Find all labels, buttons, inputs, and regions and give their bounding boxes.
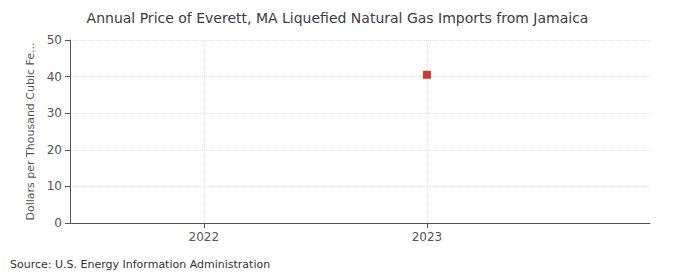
svg-text:2022: 2022 [189,230,220,244]
svg-text:30: 30 [47,106,62,120]
svg-text:Annual Price of Everett, MA Li: Annual Price of Everett, MA Liquefied Na… [87,10,589,26]
svg-text:0: 0 [54,216,62,230]
svg-text:50: 50 [47,33,62,47]
svg-text:Source: U.S. Energy Informatio: Source: U.S. Energy Information Administ… [10,258,270,271]
svg-text:2023: 2023 [412,230,443,244]
svg-text:20: 20 [47,143,62,157]
svg-text:40: 40 [47,70,62,84]
svg-text:Dollars per Thousand Cubic Fe.: Dollars per Thousand Cubic Fe... [24,42,37,220]
svg-text:10: 10 [47,179,62,193]
